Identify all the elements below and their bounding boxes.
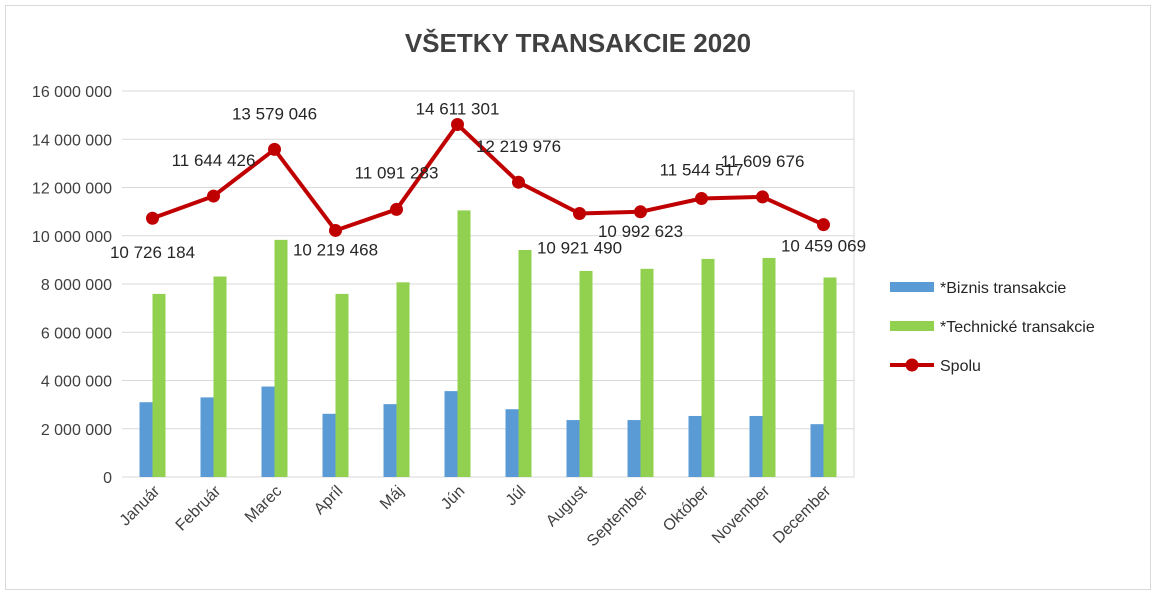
total-data-label: 11 644 426 <box>172 151 256 170</box>
bar-biznis <box>139 402 153 477</box>
bar-biznis <box>566 420 580 477</box>
bar-technicke <box>701 258 715 477</box>
y-tick-label: 8 000 000 <box>41 277 112 294</box>
chart-frame <box>5 5 1151 590</box>
legend-label: Spolu <box>940 358 981 375</box>
total-marker <box>512 175 525 189</box>
bar-biznis <box>200 397 214 477</box>
legend-marker-spolu <box>905 358 919 372</box>
y-tick-label: 0 <box>103 470 112 487</box>
bar-technicke <box>335 293 349 477</box>
bar-technicke <box>396 282 410 477</box>
bar-technicke <box>457 210 471 477</box>
x-axis-ticks: Január Február Marec Apríl Máj Jún Júl AugustSe… <box>117 482 835 550</box>
y-tick-label: 2 000 000 <box>41 422 112 439</box>
y-tick-label: 16 000 000 <box>32 84 112 101</box>
total-marker <box>329 223 342 237</box>
x-tick-label: Október <box>660 482 713 535</box>
total-data-label: 10 921 490 <box>537 239 622 258</box>
legend-label: *Technické transakcie <box>940 319 1095 336</box>
total-data-label: 11 609 676 <box>721 152 805 171</box>
legend-label: *Biznis transakcie <box>940 280 1066 297</box>
bar-technicke <box>579 270 593 477</box>
bar-biznis <box>261 386 275 477</box>
x-tick-label: Máj <box>377 483 407 513</box>
total-data-label: 10 992 623 <box>598 222 683 241</box>
bar-technicke <box>518 249 532 477</box>
bar-technicke <box>213 276 227 477</box>
total-data-label: 10 459 069 <box>781 237 866 256</box>
total-marker <box>695 191 708 205</box>
bar-biznis <box>444 391 458 477</box>
bar-technicke <box>640 268 654 477</box>
total-data-label: 11 544 517 <box>660 160 744 179</box>
x-tick-label: Marec <box>242 483 285 526</box>
bar-biznis <box>505 409 519 477</box>
total-marker <box>817 218 830 232</box>
y-tick-label: 6 000 000 <box>41 325 112 342</box>
total-marker <box>207 189 220 203</box>
y-tick-label: 10 000 000 <box>32 229 112 246</box>
total-data-label: 10 726 184 <box>110 243 195 262</box>
bar-biznis <box>688 415 702 477</box>
total-marker <box>146 211 159 225</box>
total-data-label: 10 219 468 <box>293 240 378 259</box>
bar-technicke <box>823 277 837 477</box>
bar-biznis <box>627 420 641 477</box>
x-tick-label: Jún <box>438 483 468 513</box>
x-tick-label: Apríl <box>311 483 346 518</box>
y-tick-label: 4 000 000 <box>41 374 112 391</box>
total-marker <box>390 202 403 216</box>
bar-biznis <box>322 413 336 477</box>
total-data-label: 12 219 976 <box>476 137 561 156</box>
legend: *Biznis transakcie *Technické transakcie S… <box>890 280 1095 375</box>
total-data-label: 13 579 046 <box>232 104 317 123</box>
x-tick-label: September <box>584 482 652 550</box>
x-tick-label: Júl <box>503 483 529 509</box>
x-tick-label: Január <box>117 482 164 529</box>
data-labels: 10 726 184 11 644 426 13 579 046 10 219 468… <box>110 100 866 263</box>
total-line-path <box>151 122 825 233</box>
y-axis-ticks: 0 2 000 000 4 000 000 6 000 000 8 000 000 10 … <box>32 84 112 487</box>
bar-technicke <box>152 293 166 477</box>
total-marker <box>268 142 281 156</box>
bar-biznis <box>749 415 763 477</box>
total-marker <box>451 118 464 132</box>
gridlines <box>122 90 855 478</box>
total-data-label: 14 611 301 <box>416 100 500 119</box>
bar-biznis <box>383 404 397 477</box>
total-marker <box>756 190 769 204</box>
y-tick-label: 14 000 000 <box>32 132 112 149</box>
bars <box>139 210 837 477</box>
total-data-label: 11 091 283 <box>355 163 439 182</box>
bar-biznis <box>810 424 824 477</box>
chart-title: VŠETKY TRANSAKCIE 2020 <box>405 28 751 58</box>
total-line <box>146 118 830 237</box>
y-tick-label: 12 000 000 <box>32 181 112 198</box>
x-tick-label: August <box>543 482 591 530</box>
x-tick-label: Február <box>173 482 225 534</box>
legend-swatch-technicke <box>890 321 934 331</box>
total-marker <box>573 207 586 221</box>
x-tick-label: November <box>709 482 774 547</box>
legend-swatch-biznis <box>890 282 934 292</box>
bar-technicke <box>762 257 776 477</box>
x-tick-label: December <box>770 482 835 547</box>
bar-technicke <box>274 239 288 477</box>
total-marker <box>634 205 647 219</box>
